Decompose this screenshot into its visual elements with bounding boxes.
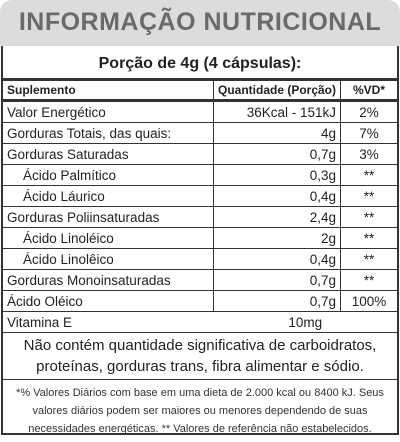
cell: 7% bbox=[340, 122, 397, 144]
row: Ácido Láurico 0,4g ** bbox=[3, 185, 397, 207]
cell: Ácido Láurico bbox=[3, 185, 214, 207]
cell: 3% bbox=[340, 143, 397, 165]
title: INFORMAÇÃO NUTRICIONAL bbox=[0, 0, 400, 46]
cell: ** bbox=[340, 206, 397, 228]
cell: Valor Energético bbox=[3, 100, 214, 123]
notice: Não contém quantidade significativa de c… bbox=[3, 333, 397, 380]
cell: 0,4g bbox=[212, 185, 341, 207]
cell: Ácido Linolêico bbox=[3, 248, 214, 270]
cell: Gorduras Monoinsaturadas bbox=[3, 269, 214, 291]
cell: ** bbox=[340, 269, 397, 291]
row: Ácido Palmítico 0,3g ** bbox=[3, 164, 397, 186]
cell: ** bbox=[340, 248, 397, 270]
cell: Ácido Oléico bbox=[3, 290, 214, 312]
row: Gorduras Poliinsaturadas 2,4g ** bbox=[3, 206, 397, 228]
cell: 4g bbox=[212, 122, 341, 144]
row: Gorduras Saturadas 0,7g 3% bbox=[3, 143, 397, 165]
cell: 0,7g bbox=[212, 143, 341, 165]
cell: Vitamina E bbox=[3, 311, 214, 333]
cell: Ácido Linoléico bbox=[3, 227, 214, 249]
cell: 2g bbox=[212, 227, 341, 249]
row: Gorduras Monoinsaturadas 0,7g ** bbox=[3, 269, 397, 291]
cell: ** bbox=[340, 227, 397, 249]
cell: 10mg bbox=[213, 311, 397, 333]
cell: 2% bbox=[340, 100, 397, 123]
row: Ácido Linoléico 2g ** bbox=[3, 227, 397, 249]
nutrition-table: Suplemento Quantidade (Porção) %VD* Valo… bbox=[3, 81, 397, 333]
cell: 0,7g bbox=[212, 290, 341, 312]
column-header: Quantidade (Porção) bbox=[212, 81, 341, 102]
header-row: Suplemento Quantidade (Porção) %VD* bbox=[3, 81, 397, 102]
row: Valor Energético 36Kcal - 151kJ 2% bbox=[3, 100, 397, 123]
cell: ** bbox=[340, 185, 397, 207]
row: Vitamina E 10mg bbox=[3, 311, 397, 333]
row: Gorduras Totais, das quais: 4g 7% bbox=[3, 122, 397, 144]
cell: 0,7g bbox=[212, 269, 341, 291]
cell: Gorduras Poliinsaturadas bbox=[3, 206, 214, 228]
cell: 2,4g bbox=[212, 206, 341, 228]
cell: 0,3g bbox=[212, 164, 341, 186]
serving: Porção de 4g (4 cápsulas): bbox=[3, 46, 397, 81]
cell: 0,4g bbox=[212, 248, 341, 270]
footnote: *% Valores Diários com base em uma dieta… bbox=[16, 387, 384, 435]
cell: 36Kcal - 151kJ bbox=[212, 100, 341, 123]
cell: ** bbox=[340, 164, 397, 186]
cell: Gorduras Saturadas bbox=[3, 143, 214, 165]
cell: 100% bbox=[340, 290, 397, 312]
row: Ácido Oléico 0,7g 100% bbox=[3, 290, 397, 312]
column-header: Suplemento bbox=[3, 81, 214, 102]
table-box: Porção de 4g (4 cápsulas): Suplemento Qu… bbox=[1, 46, 399, 435]
cell: Gorduras Totais, das quais: bbox=[3, 122, 214, 144]
column-header: %VD* bbox=[340, 81, 397, 102]
row: Ácido Linolêico 0,4g ** bbox=[3, 248, 397, 270]
cell: Ácido Palmítico bbox=[3, 164, 214, 186]
